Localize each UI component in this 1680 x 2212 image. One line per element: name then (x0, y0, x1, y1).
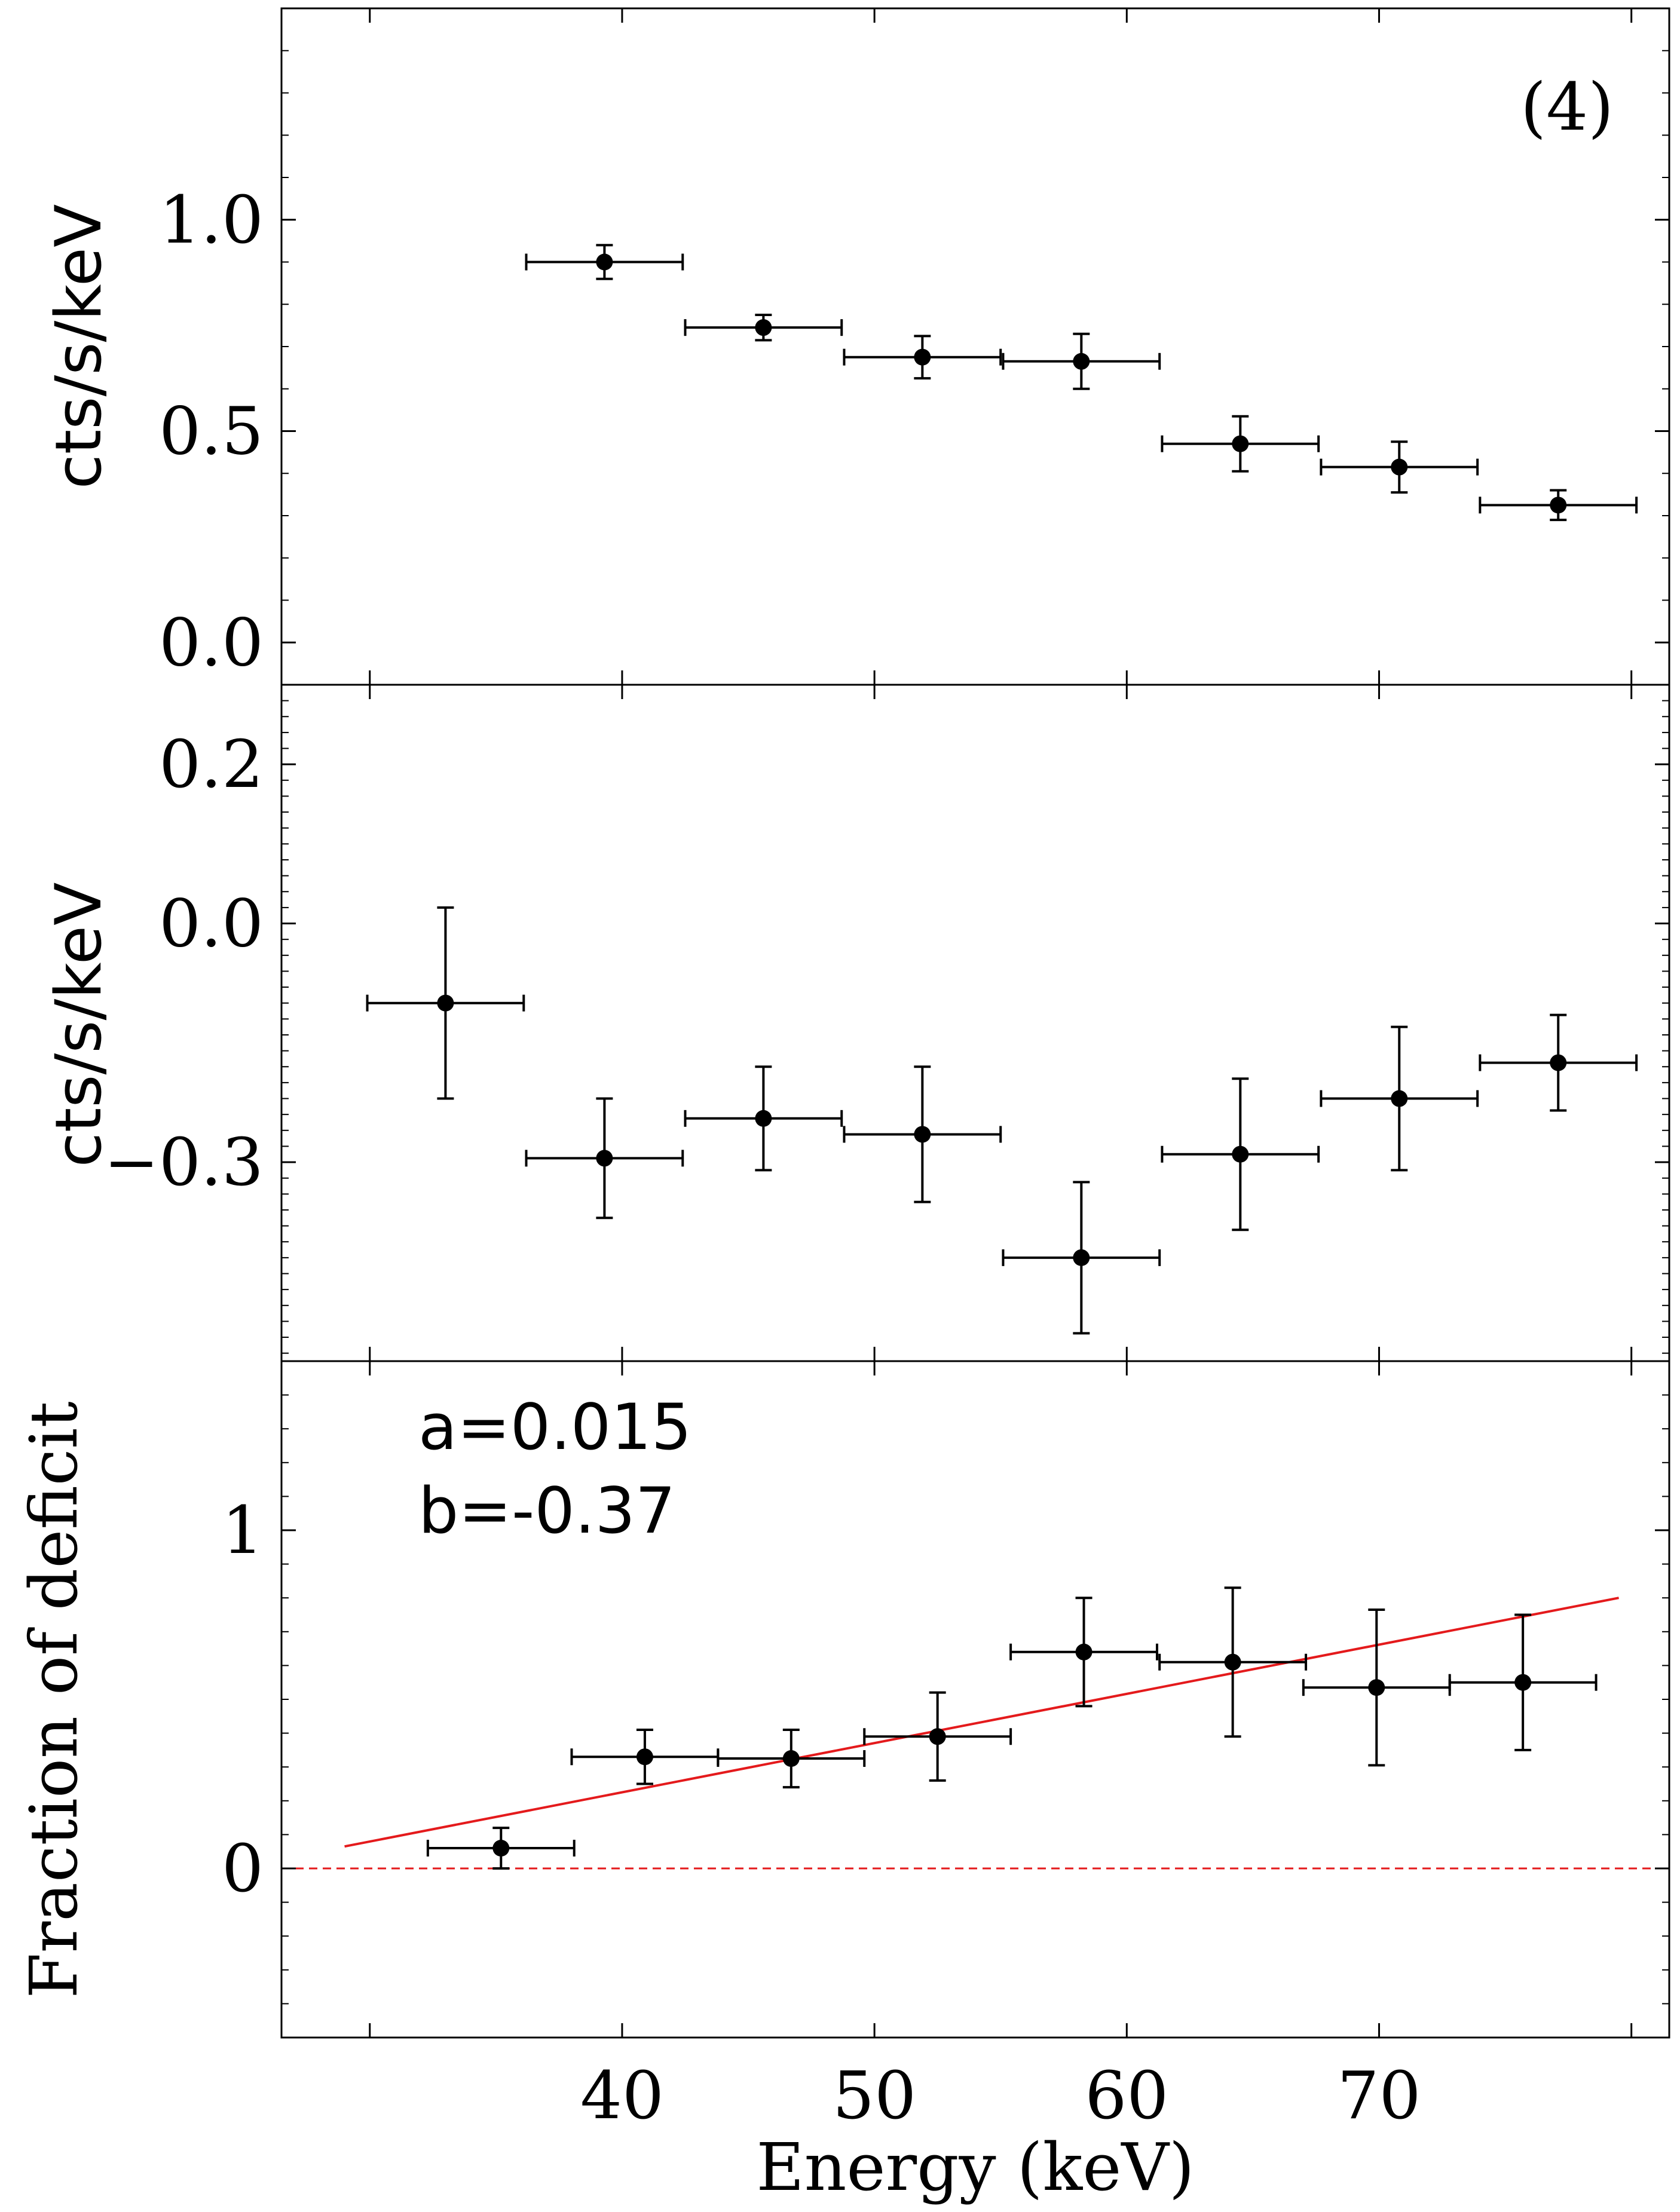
data-marker (914, 1126, 931, 1143)
data-marker (1514, 1674, 1532, 1691)
data-point (1009, 1597, 1158, 1708)
data-marker (596, 253, 613, 271)
bottom-panel-y-ticks: 01 (222, 1361, 1669, 2038)
top-panel-data-points (525, 244, 1638, 522)
data-point (843, 1065, 1002, 1203)
data-marker (1391, 458, 1408, 476)
data-marker (1073, 1249, 1090, 1266)
data-point (1158, 1586, 1308, 1738)
x-tick-label: 40 (580, 2057, 664, 2134)
data-marker (782, 1750, 800, 1767)
y-tick-label: −0.3 (104, 1124, 264, 1200)
data-marker (1224, 1653, 1241, 1671)
y-tick-label: 0 (222, 1830, 264, 1907)
data-point (1479, 1013, 1638, 1112)
data-point (570, 1728, 720, 1785)
data-point (426, 1827, 576, 1870)
x-tick-label: 60 (1085, 2057, 1168, 2134)
y-tick-label: 0.0 (159, 604, 264, 681)
panel-label: (4) (1520, 69, 1614, 145)
data-point (1320, 440, 1479, 494)
bottom-panel-fit-lines (281, 1597, 1669, 1870)
data-point (1161, 415, 1320, 473)
data-point (863, 1691, 1012, 1782)
data-point (1002, 332, 1161, 390)
middle-panel-y-ticks: −0.3 0.0 0.2 (104, 684, 1669, 1361)
fit-param-a: a=0.015 (418, 1390, 691, 1464)
bottom-deficit-panel: 01 40 50 60 70 a=0.015 b=-0.37 Fraction of … (16, 1360, 1670, 2205)
data-point (684, 313, 843, 342)
y-tick-label: 1 (222, 1492, 264, 1568)
x-axis-label: Energy (keV) (756, 2129, 1194, 2205)
data-marker (755, 319, 772, 336)
data-marker (636, 1748, 653, 1766)
bottom-panel-data-points (426, 1586, 1598, 1870)
x-tick-label: 50 (833, 2057, 916, 2134)
data-point (1448, 1613, 1598, 1751)
middle-residual-panel: −0.3 0.0 0.2 cts/s/keV (42, 684, 1670, 1362)
data-marker (1368, 1679, 1385, 1696)
bottom-panel-x-ticks: 40 50 60 70 (369, 1361, 1633, 2134)
data-marker (755, 1110, 772, 1127)
data-point (1320, 1025, 1479, 1172)
x-tick-label: 70 (1337, 2057, 1421, 2134)
data-point (525, 244, 684, 280)
top-panel-y-axis-label: cts/s/keV (42, 204, 115, 489)
y-tick-label: 1.0 (159, 182, 264, 258)
data-point (525, 1097, 684, 1220)
data-marker (1073, 353, 1090, 370)
data-point (684, 1065, 843, 1172)
data-marker (1550, 497, 1567, 514)
data-marker (929, 1728, 946, 1745)
data-point (1479, 489, 1638, 522)
y-tick-label: 0.0 (159, 886, 264, 962)
data-marker (1550, 1054, 1567, 1071)
data-point (843, 335, 1002, 380)
middle-panel-data-points (366, 906, 1638, 1335)
top-panel-y-ticks: 0.0 0.5 1.0 (159, 8, 1669, 685)
data-marker (437, 994, 454, 1012)
top-spectrum-panel: 0.0 0.5 1.0 (4) cts/s/keV (42, 7, 1670, 686)
data-marker (492, 1840, 510, 1857)
data-marker (914, 348, 931, 366)
data-marker (1391, 1090, 1408, 1107)
linear-fit-line (344, 1597, 1619, 1848)
y-tick-label: 0.5 (159, 393, 264, 470)
middle-panel-y-axis-label: cts/s/keV (42, 882, 115, 1167)
data-marker (1232, 435, 1249, 452)
data-marker (596, 1150, 613, 1167)
data-point (1002, 1181, 1161, 1335)
y-tick-label: 0.2 (159, 726, 264, 802)
data-marker (1075, 1643, 1093, 1660)
bottom-panel-y-axis-label: Fraction of deficit (16, 1401, 92, 1998)
data-point (1161, 1077, 1320, 1231)
data-point (717, 1728, 866, 1789)
data-point (366, 906, 525, 1100)
fit-param-b: b=-0.37 (418, 1474, 675, 1548)
data-marker (1232, 1145, 1249, 1163)
